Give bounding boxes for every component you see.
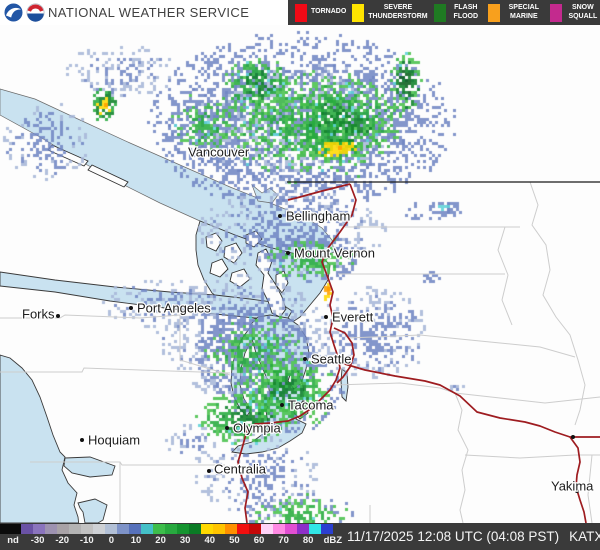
colorbar-tick-label: 10 (130, 535, 142, 546)
colorbar-tick-label: -10 (79, 535, 94, 546)
city-label: Yakima (551, 479, 594, 494)
status-bar: nd -30 -20 -10 0 10 20 30 40 50 60 70 80 dBZ 11/17/20… (0, 523, 600, 550)
noaa-logo-icon (4, 3, 23, 22)
legend-item: TORNADO (295, 3, 347, 22)
city-label: Vancouver (188, 145, 250, 160)
city-label: Seattle (311, 352, 351, 367)
colorbar-tick-label: -20 (55, 535, 70, 546)
city-label: Bellingham (286, 209, 350, 224)
colorbar-tick-label: -30 (30, 535, 45, 546)
city-label: Olympia (233, 421, 281, 436)
legend-label: SNOW SQUALL (568, 4, 598, 20)
city-marker (207, 469, 211, 473)
colorbar-tick-label: 20 (155, 535, 166, 546)
city-marker (56, 314, 60, 318)
agency-logos (4, 3, 45, 22)
legend-label: SPECIAL MARINE (508, 4, 539, 20)
city-label: Centralia (214, 462, 267, 477)
city-marker (278, 214, 282, 218)
highway-99 (287, 183, 351, 201)
colorbar-tick-label: dBZ (323, 535, 343, 546)
nws-logo-icon (26, 3, 45, 22)
legend-swatch (487, 3, 500, 22)
city-labels: Vancouver Bellingham Mount Vernon Port Ange… (21, 143, 596, 494)
city-label: Tacoma (288, 398, 334, 413)
top-bar: NATIONAL WEATHER SERVICE TORNADO SEVERE T… (0, 0, 600, 25)
city-marker (324, 315, 328, 319)
agency-title: NATIONAL WEATHER SERVICE (48, 5, 250, 20)
reflectivity-colorbar (0, 524, 333, 534)
timestamp: 11/17/2025 12:08 UTC (04:08 PST) (347, 529, 560, 544)
legend-label: TORNADO (311, 8, 347, 16)
city-marker (303, 357, 307, 361)
legend-item: SPECIAL MARINE (487, 3, 544, 22)
colorbar-tick-label: 0 (108, 535, 115, 546)
legend-swatch (433, 3, 446, 22)
highway-i90 (337, 361, 571, 438)
highway-i405 (333, 327, 355, 384)
legend-label: FLASH FLOOD (453, 4, 479, 20)
timestamp-area: 11/17/2025 12:08 UTC (04:08 PST) KATX (347, 523, 600, 550)
map-lines-layer: Vancouver Bellingham Mount Vernon Port Ange… (0, 143, 600, 523)
legend-swatch (352, 3, 365, 22)
city-label: Forks (22, 307, 55, 322)
town-marker (571, 435, 575, 439)
colorbar-tick-label: 30 (179, 535, 191, 546)
city-label: Mount Vernon (294, 246, 375, 261)
city-marker (80, 438, 84, 442)
legend-label: SEVERE THUNDERSTORM (368, 4, 428, 20)
county-lines (0, 181, 600, 523)
warning-legend: TORNADO SEVERE THUNDERSTORM FLASH FLOOD SPE… (288, 0, 600, 25)
highway-i5 (237, 183, 357, 523)
city-marker (575, 489, 579, 493)
city-marker (129, 306, 133, 310)
city-label: Everett (332, 310, 374, 325)
colorbar-tick-label: 80 (302, 535, 314, 546)
station-id: KATX (569, 529, 600, 544)
colorbar-tick-label: 50 (229, 535, 240, 546)
colorbar-tick-label: 60 (253, 535, 265, 546)
city-marker (286, 251, 290, 255)
legend-swatch (295, 3, 307, 22)
city-marker (241, 149, 245, 153)
highway-i82 (569, 436, 587, 523)
legend-item: FLASH FLOOD (433, 3, 482, 22)
colorbar-tick-label: nd (7, 535, 19, 546)
legend-item: SNOW SQUALL (549, 3, 600, 22)
city-marker (280, 403, 284, 407)
colorbar-tick-label: 40 (204, 535, 216, 546)
city-label: Port Angeles (137, 301, 211, 316)
city-label: Hoquiam (88, 433, 140, 448)
colorbar-scale-labels: nd -30 -20 -10 0 10 20 30 40 50 60 70 80 dBZ (0, 535, 345, 549)
legend-item: SEVERE THUNDERSTORM (352, 3, 428, 22)
colorbar-tick-label: 70 (278, 535, 289, 546)
legend-swatch (549, 3, 562, 22)
city-marker (225, 426, 229, 430)
highways (237, 183, 600, 523)
radar-map: Vancouver Bellingham Mount Vernon Port Ange… (0, 25, 600, 523)
